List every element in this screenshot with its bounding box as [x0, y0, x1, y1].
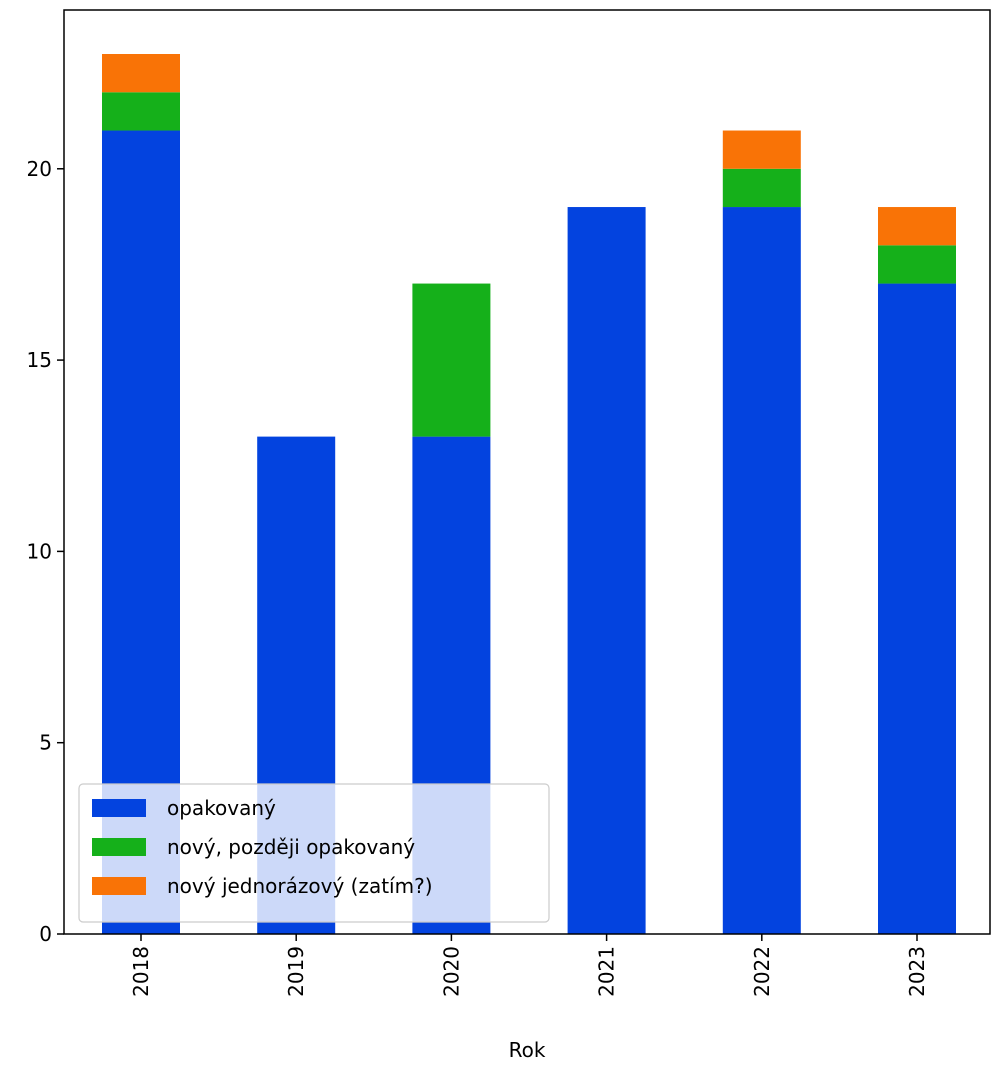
- x-tick-label: 2023: [905, 946, 929, 997]
- bar-2022-series-1: [722, 168, 801, 208]
- x-tick-label: 2022: [750, 946, 774, 997]
- x-tick-label: 2020: [439, 946, 463, 997]
- y-tick-label: 5: [39, 731, 52, 755]
- bar-2022-series-0: [722, 207, 801, 935]
- bar-2020-series-1: [412, 283, 491, 437]
- legend: opakovaný nový, později opakovaný nový jed…: [78, 783, 550, 923]
- y-tick-label: 0: [39, 922, 52, 946]
- plot-frame: [63, 9, 991, 935]
- legend-label-0: opakovaný: [167, 796, 276, 820]
- x-axis: 2018 2019 2020 2021 2022 2023: [129, 934, 929, 997]
- bar-2023-series-0: [878, 283, 956, 935]
- legend-swatch-2: [92, 877, 146, 895]
- legend-label-1: nový, později opakovaný: [167, 835, 415, 859]
- legend-box: [78, 783, 550, 923]
- bar-2023-series-2: [878, 207, 956, 246]
- bar-2022-series-2: [722, 130, 801, 169]
- x-tick-label: 2019: [284, 946, 308, 997]
- y-tick-label: 10: [27, 539, 52, 563]
- axes-layer: [63, 9, 991, 935]
- y-axis: 0 5 10 15 20: [27, 157, 64, 946]
- x-axis-label: Rok: [509, 1038, 546, 1062]
- x-tick-label: 2021: [595, 946, 619, 997]
- bar-2023-series-1: [878, 245, 956, 284]
- legend-label-2: nový jednorázový (zatím?): [167, 874, 433, 898]
- legend-swatch-1: [92, 838, 146, 856]
- y-tick-label: 20: [27, 157, 52, 181]
- legend-swatch-0: [92, 799, 146, 817]
- y-tick-label: 15: [27, 348, 52, 372]
- bar-2021-series-0: [567, 207, 646, 935]
- bar-2018-series-1: [102, 92, 180, 131]
- bar-2018-series-2: [102, 54, 180, 93]
- x-tick-label: 2018: [129, 946, 153, 997]
